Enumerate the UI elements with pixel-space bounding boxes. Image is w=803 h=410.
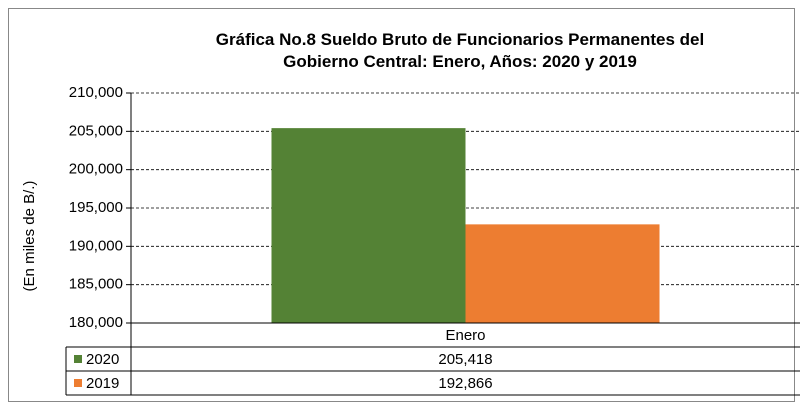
chart-title: Gráfica No.8 Sueldo Bruto de Funcionario…: [216, 30, 704, 71]
y-tick-label: 195,000: [69, 199, 123, 216]
legend-label: 2020: [86, 351, 119, 368]
y-tick-label: 200,000: [69, 161, 123, 178]
legend-key: [74, 379, 82, 387]
legend-label: 2019: [86, 375, 119, 392]
bar: [465, 224, 660, 323]
y-tick-label: 185,000: [69, 276, 123, 293]
legend-key: [74, 355, 82, 363]
y-tick-label: 205,000: [69, 122, 123, 139]
y-tick-label: 180,000: [69, 314, 123, 331]
y-axis-label: (En miles de B/.): [21, 181, 38, 292]
x-tick-label: Enero: [445, 327, 485, 344]
data-label: 192,866: [438, 375, 492, 392]
y-tick-label: 210,000: [69, 84, 123, 101]
bar: [271, 128, 466, 323]
data-label: 205,418: [438, 351, 492, 368]
y-tick-label: 190,000: [69, 237, 123, 254]
